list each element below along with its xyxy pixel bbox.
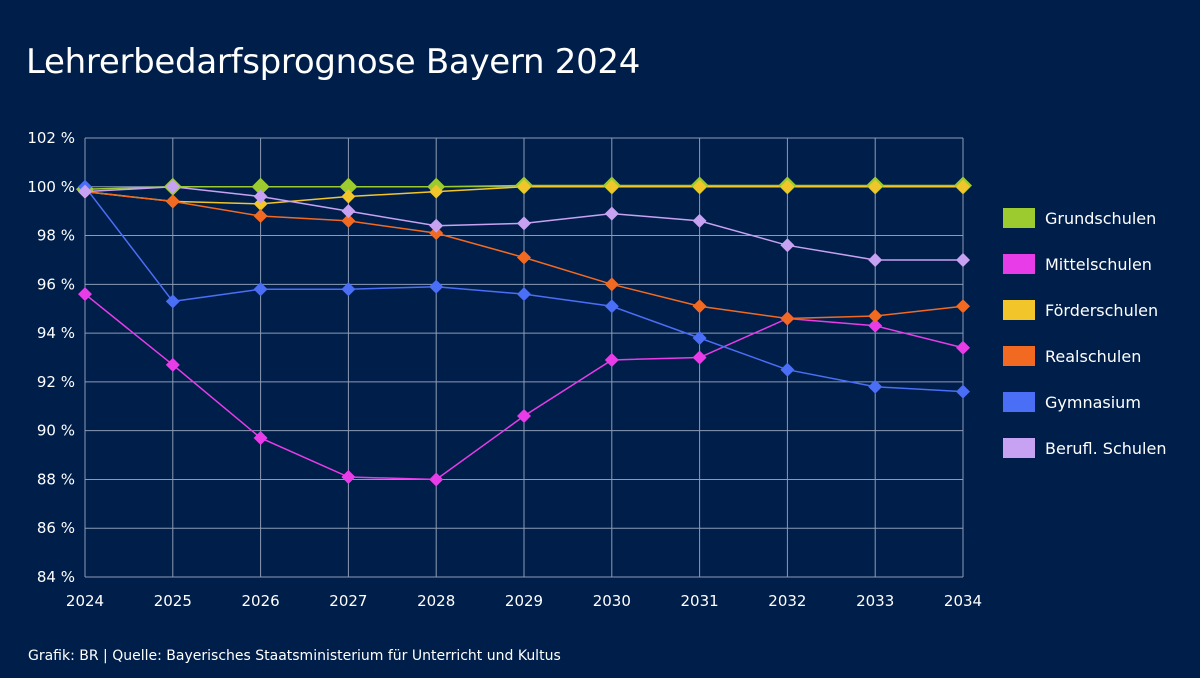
- data-point-mittelschulen: [165, 357, 180, 372]
- y-tick-label: 98 %: [37, 227, 75, 245]
- y-tick-label: 100 %: [27, 178, 75, 196]
- y-tick-label: 84 %: [37, 568, 75, 586]
- data-point-realschulen: [780, 311, 795, 326]
- data-point-realschulen: [868, 309, 883, 324]
- data-point-realschulen: [253, 209, 268, 224]
- data-point-förderschulen: [604, 179, 619, 194]
- chart-title: Lehrerbedarfsprognose Bayern 2024: [26, 42, 641, 82]
- legend-label: Förderschulen: [1045, 300, 1159, 320]
- legend-label: Mittelschulen: [1045, 254, 1152, 274]
- data-point-gymnasium: [517, 287, 531, 302]
- legend-swatch: [1003, 254, 1035, 274]
- data-point-berufl-schulen: [780, 238, 795, 253]
- y-tick-label: 86 %: [37, 519, 75, 537]
- legend-item: Förderschulen: [1003, 298, 1166, 322]
- x-tick-label: 2028: [417, 592, 455, 610]
- data-point-förderschulen: [517, 179, 531, 194]
- legend-swatch: [1003, 346, 1035, 366]
- legend-swatch: [1003, 392, 1035, 412]
- data-point-mittelschulen: [341, 470, 356, 485]
- y-tick-label: 96 %: [37, 275, 75, 293]
- data-point-gymnasium: [692, 330, 707, 345]
- x-tick-label: 2030: [593, 592, 631, 610]
- legend-item: Gymnasium: [1003, 390, 1166, 414]
- data-point-mittelschulen: [78, 287, 92, 302]
- data-point-realschulen: [341, 213, 356, 228]
- data-point-mittelschulen: [429, 472, 444, 487]
- data-point-realschulen: [517, 250, 531, 265]
- data-point-förderschulen: [868, 179, 883, 194]
- data-point-gymnasium: [341, 282, 356, 297]
- legend-label: Realschulen: [1045, 346, 1142, 366]
- source-note: Grafik: BR | Quelle: Bayerisches Staatsm…: [28, 648, 561, 664]
- data-point-förderschulen: [429, 184, 444, 199]
- data-point-förderschulen: [253, 196, 268, 211]
- data-point-mittelschulen: [692, 350, 707, 365]
- data-point-förderschulen: [341, 189, 356, 204]
- data-point-mittelschulen: [517, 409, 531, 424]
- legend-swatch: [1003, 300, 1035, 320]
- data-point-mittelschulen: [956, 340, 970, 355]
- data-point-berufl-schulen: [517, 216, 531, 231]
- legend-label: Gymnasium: [1045, 392, 1141, 412]
- data-point-berufl-schulen: [604, 206, 619, 221]
- data-point-gymnasium: [253, 282, 268, 297]
- data-point-berufl-schulen: [165, 179, 180, 194]
- data-point-realschulen: [692, 299, 707, 314]
- data-point-förderschulen: [956, 179, 970, 194]
- x-tick-label: 2032: [768, 592, 806, 610]
- data-point-förderschulen: [780, 179, 795, 194]
- legend-item: Realschulen: [1003, 344, 1166, 368]
- y-tick-label: 94 %: [37, 324, 75, 342]
- y-tick-label: 102 %: [27, 129, 75, 147]
- x-tick-label: 2025: [154, 592, 192, 610]
- x-tick-label: 2031: [681, 592, 719, 610]
- data-point-gymnasium: [604, 299, 619, 314]
- y-tick-label: 90 %: [37, 422, 75, 440]
- data-point-gymnasium: [429, 279, 444, 294]
- legend-swatch: [1003, 208, 1035, 228]
- data-point-berufl-schulen: [868, 252, 883, 267]
- data-point-gymnasium: [956, 384, 970, 399]
- series-markers: [76, 176, 972, 487]
- legend-swatch: [1003, 438, 1035, 458]
- data-point-berufl-schulen: [956, 252, 970, 267]
- x-tick-label: 2027: [329, 592, 367, 610]
- data-point-berufl-schulen: [253, 189, 268, 204]
- x-tick-label: 2033: [856, 592, 894, 610]
- data-point-realschulen: [165, 194, 180, 209]
- data-point-berufl-schulen: [429, 218, 444, 233]
- y-tick-label: 92 %: [37, 373, 75, 391]
- data-point-berufl-schulen: [692, 213, 707, 228]
- data-point-grundschulen: [251, 177, 270, 196]
- legend: Grundschulen Mittelschulen Förderschulen Re…: [1003, 206, 1166, 482]
- y-tick-label: 88 %: [37, 470, 75, 488]
- legend-item: Grundschulen: [1003, 206, 1166, 230]
- x-tick-label: 2024: [66, 592, 104, 610]
- legend-item: Mittelschulen: [1003, 252, 1166, 276]
- data-point-gymnasium: [165, 294, 180, 309]
- data-point-gymnasium: [780, 362, 795, 377]
- data-point-berufl-schulen: [341, 204, 356, 219]
- legend-item: Berufl. Schulen: [1003, 436, 1166, 460]
- data-point-realschulen: [604, 277, 619, 292]
- data-point-mittelschulen: [604, 352, 619, 367]
- data-point-mittelschulen: [253, 430, 268, 445]
- data-point-berufl-schulen: [78, 184, 92, 199]
- legend-label: Berufl. Schulen: [1045, 438, 1167, 458]
- data-point-gymnasium: [868, 379, 883, 394]
- axes: 84 % 86 % 88 % 90 % 92 % 94 % 96 % 98 % 100 % 102…: [27, 129, 982, 610]
- data-point-realschulen: [429, 226, 444, 241]
- data-point-mittelschulen: [868, 318, 883, 333]
- legend-label: Grundschulen: [1045, 208, 1157, 228]
- x-tick-label: 2034: [944, 592, 982, 610]
- grid: [84, 137, 964, 578]
- data-point-förderschulen: [692, 179, 707, 194]
- data-point-grundschulen: [339, 177, 358, 196]
- data-point-realschulen: [956, 299, 970, 314]
- x-tick-label: 2026: [242, 592, 280, 610]
- x-tick-label: 2029: [505, 592, 543, 610]
